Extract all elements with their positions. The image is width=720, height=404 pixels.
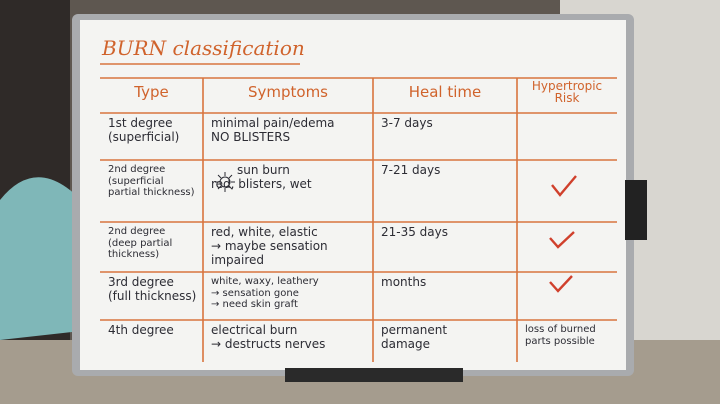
title: BURN classification	[102, 36, 305, 60]
cell: 7-21 days	[381, 163, 513, 178]
cell: electrical burn → destructs nerves	[211, 323, 369, 352]
cell-line: (superficial)	[108, 129, 180, 144]
cell-line: partial thickness)	[108, 187, 195, 198]
cell: permanent damage	[381, 323, 513, 352]
cell-line: 3-7 days	[381, 116, 433, 130]
towel	[0, 177, 90, 340]
cell-line: 3rd degree	[108, 275, 174, 289]
cell: 3rd degree (full thickness)	[108, 275, 199, 304]
cell-line: electrical burn	[211, 323, 298, 337]
cell: 4th degree	[108, 323, 199, 338]
cell-line: 21-35 days	[381, 225, 449, 239]
cell-line: → sensation gone	[211, 287, 299, 299]
cell: white, waxy, leathery → sensation gone → n…	[211, 276, 369, 311]
header-cell: Symptoms	[247, 83, 329, 101]
cell: 21-35 days	[381, 225, 513, 240]
cell-line: → need skin graft	[211, 299, 298, 310]
cell-line: permanent	[381, 323, 448, 337]
cell-line: (deep partial	[108, 237, 173, 249]
cell-line: thickness)	[108, 249, 160, 260]
cell-line: minimal pain/edema	[211, 116, 335, 130]
cell: 3-7 days	[381, 116, 513, 131]
cell-line: loss of burned	[525, 324, 596, 335]
cell-line: parts possible	[525, 335, 595, 347]
cell-line: (superficial	[108, 175, 164, 187]
cell-line: red, white, elastic	[211, 225, 318, 239]
cell-line: → destructs nerves	[211, 336, 326, 351]
cell-line: 4th degree	[108, 323, 174, 337]
header-cell: Heal time	[408, 83, 482, 101]
cell: 1st degree (superficial)	[108, 116, 199, 145]
table-lines	[100, 63, 617, 362]
cell-line: NO BLISTERS	[211, 129, 291, 144]
header-cell: Hypertropic Risk	[531, 79, 603, 105]
cell: 2nd degree (deep partial thickness)	[108, 226, 199, 261]
cell-line: 1st degree	[108, 116, 173, 130]
checkmarks	[549, 175, 577, 293]
cell: loss of burned parts possible	[525, 324, 613, 347]
cell-line: 2nd degree	[108, 164, 166, 175]
cell: sun burn red, blisters, wet	[211, 163, 395, 192]
marker-tray	[285, 368, 463, 382]
cell: months	[381, 275, 513, 290]
cell-line: months	[381, 275, 427, 289]
cell-line: sun burn	[237, 163, 290, 177]
cell-line: (full thickness)	[108, 288, 197, 303]
cell-line: red, blisters, wet	[211, 176, 312, 191]
cell-line: damage	[381, 336, 431, 351]
cell-line: white, waxy, leathery	[211, 276, 319, 287]
cell-line: → maybe sensation impaired	[211, 238, 328, 267]
cell-line: 2nd degree	[108, 226, 166, 237]
header-cell: Type	[134, 83, 169, 101]
cell: red, white, elastic → maybe sensation imp…	[211, 225, 369, 267]
cell-line: 7-21 days	[381, 163, 441, 177]
sun-icon	[215, 172, 235, 192]
cell: minimal pain/edema NO BLISTERS	[211, 116, 369, 145]
door-latch	[625, 180, 647, 240]
cell: 2nd degree (superficial partial thickness)	[108, 164, 199, 199]
